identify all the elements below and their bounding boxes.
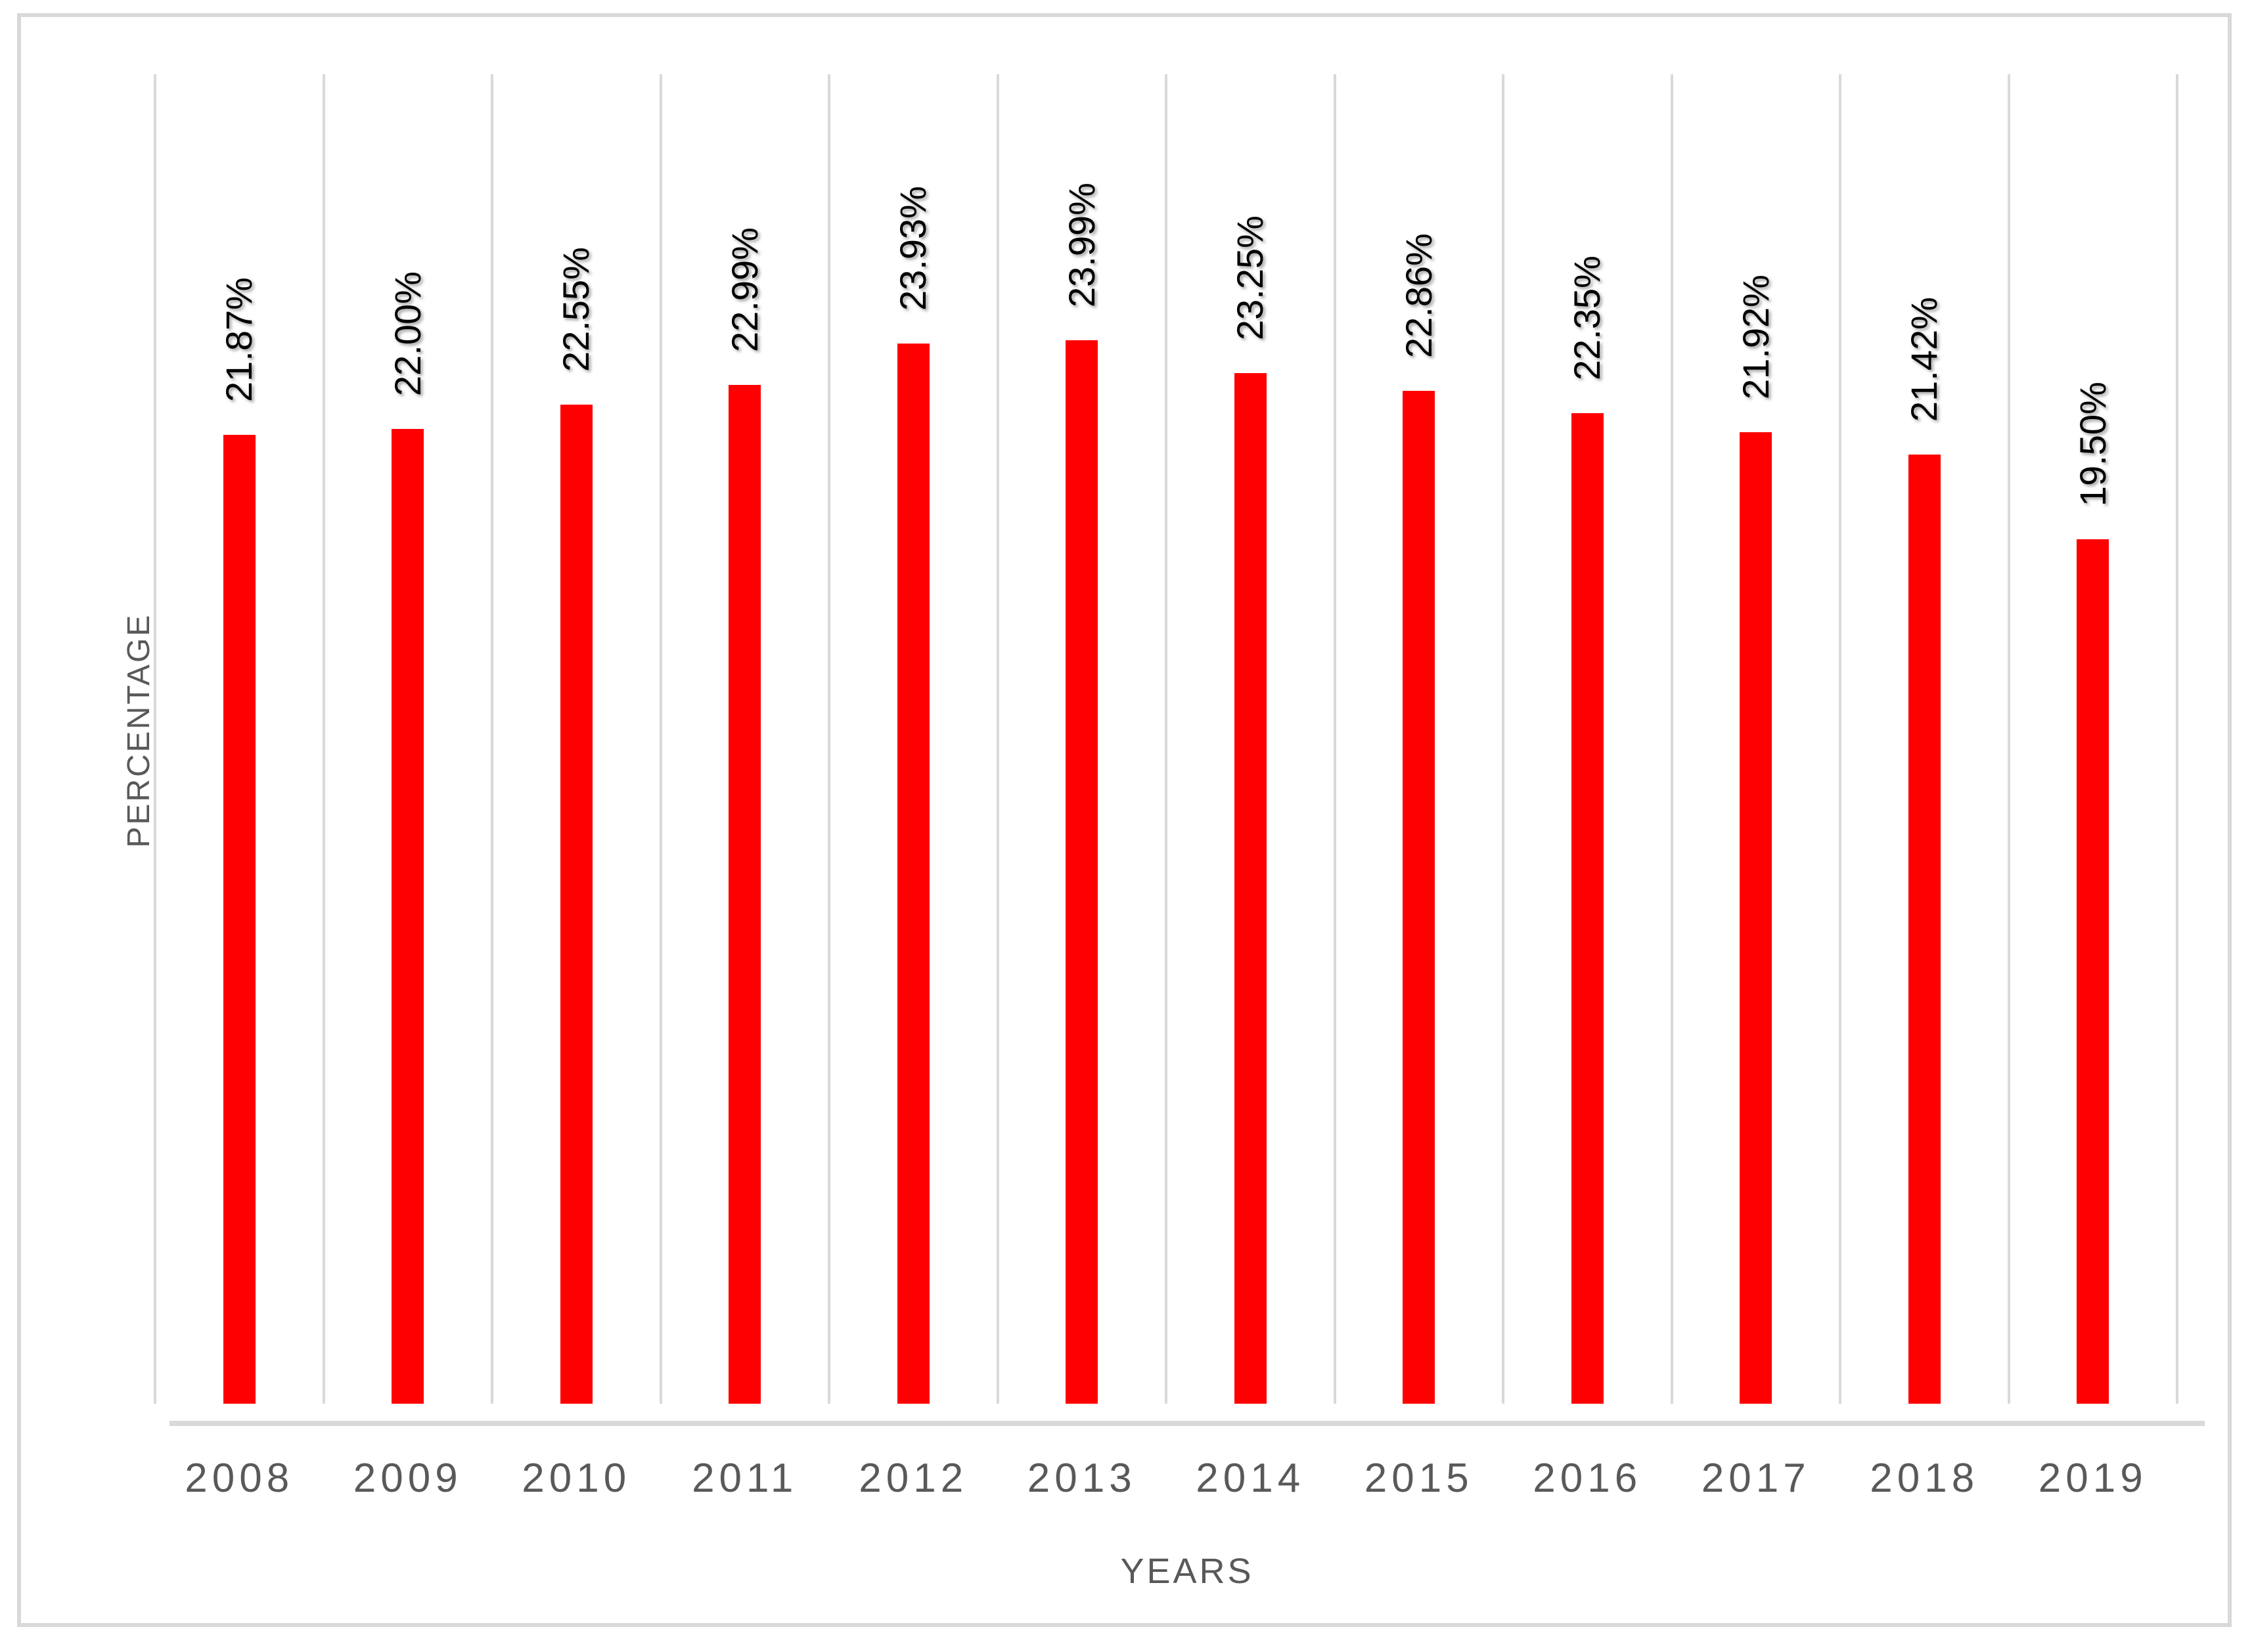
x-tick-2013: 2013 bbox=[1027, 1456, 1137, 1501]
data-label-2017: 21.92% bbox=[1734, 275, 1776, 399]
category-gridline bbox=[1839, 74, 1841, 1404]
category-gridline bbox=[996, 74, 999, 1404]
data-label-2018: 21.42% bbox=[1903, 297, 1945, 422]
x-axis-line bbox=[169, 1421, 2205, 1426]
x-tick-2010: 2010 bbox=[522, 1456, 631, 1501]
category-gridline bbox=[322, 74, 325, 1404]
bar-2014 bbox=[1234, 373, 1267, 1404]
x-tick-2015: 2015 bbox=[1364, 1456, 1474, 1501]
bar-2013 bbox=[1066, 340, 1098, 1404]
x-tick-2018: 2018 bbox=[1870, 1456, 1979, 1501]
x-tick-2011: 2011 bbox=[692, 1456, 798, 1501]
data-label-2012: 23.93% bbox=[892, 186, 934, 311]
category-gridline bbox=[1165, 74, 1167, 1404]
category-gridline bbox=[1333, 74, 1336, 1404]
category-gridline bbox=[154, 74, 156, 1404]
data-label-2010: 22.55% bbox=[555, 247, 597, 372]
plot-area bbox=[176, 91, 2198, 1421]
x-axis-title: YEARS bbox=[1120, 1552, 1254, 1591]
data-label-2013: 23.99% bbox=[1060, 183, 1102, 307]
data-label-2019: 19.50% bbox=[2071, 382, 2113, 506]
chart-frame: 21.87% 22.00% 22.55% 22.99% 23.93% 23.99% 23.2… bbox=[17, 13, 2232, 1627]
bar-2012 bbox=[897, 344, 930, 1404]
data-label-2014: 23.25% bbox=[1229, 215, 1271, 340]
x-tick-2019: 2019 bbox=[2038, 1456, 2148, 1501]
bar-2011 bbox=[729, 385, 761, 1404]
x-tick-2009: 2009 bbox=[353, 1456, 462, 1501]
category-gridline bbox=[2176, 74, 2178, 1404]
bar-2019 bbox=[2077, 539, 2109, 1404]
bar-2015 bbox=[1403, 391, 1435, 1404]
bar-2016 bbox=[1571, 413, 1604, 1404]
data-label-2009: 22.00% bbox=[386, 271, 428, 396]
y-axis-title: PERCENTAGE bbox=[122, 613, 156, 848]
category-gridline bbox=[491, 74, 493, 1404]
category-gridline bbox=[1670, 74, 1673, 1404]
data-label-2008: 21.87% bbox=[218, 277, 260, 402]
category-gridline bbox=[659, 74, 662, 1404]
x-tick-2014: 2014 bbox=[1196, 1456, 1305, 1501]
category-gridline bbox=[828, 74, 830, 1404]
bar-2008 bbox=[223, 435, 256, 1404]
bar-2017 bbox=[1740, 432, 1772, 1404]
data-label-2015: 22.86% bbox=[1397, 233, 1439, 358]
data-label-2011: 22.99% bbox=[723, 227, 765, 352]
x-tick-2012: 2012 bbox=[859, 1456, 968, 1501]
x-tick-2017: 2017 bbox=[1701, 1456, 1811, 1501]
category-gridline bbox=[2007, 74, 2010, 1404]
x-tick-2016: 2016 bbox=[1533, 1456, 1642, 1501]
category-gridline bbox=[1502, 74, 1504, 1404]
bar-2009 bbox=[392, 429, 424, 1404]
bar-2018 bbox=[1908, 455, 1941, 1404]
bar-2010 bbox=[560, 405, 593, 1404]
x-tick-2008: 2008 bbox=[185, 1456, 294, 1501]
data-label-2016: 22.35% bbox=[1566, 256, 1608, 380]
